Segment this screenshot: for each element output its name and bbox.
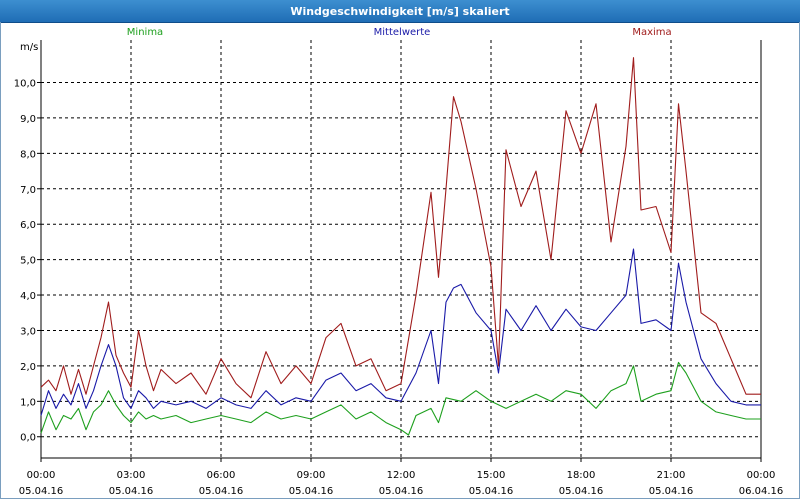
y-tick-label: 10,0 [14, 79, 36, 90]
grid-lines [41, 40, 761, 458]
x-tick-time: 06:00 [207, 470, 236, 481]
x-tick-time: 09:00 [297, 470, 326, 481]
legend: Minima Mittelwerte Maxima [127, 27, 672, 38]
y-tick-label: 7,0 [20, 185, 36, 196]
legend-item-minima: Minima [127, 27, 163, 38]
y-tick-label: 6,0 [20, 220, 36, 231]
y-axis-label: m/s [20, 42, 38, 53]
x-tick-date: 05.04.16 [469, 486, 514, 497]
x-tick-date: 05.04.16 [379, 486, 424, 497]
x-tick-time: 03:00 [117, 470, 146, 481]
axes [37, 40, 762, 462]
series-lines [40, 57, 761, 436]
x-tick-time: 00:00 [27, 470, 56, 481]
y-tick-label: 4,0 [20, 291, 36, 302]
legend-item-maxima: Maxima [632, 27, 671, 38]
x-tick-time: 21:00 [657, 470, 686, 481]
series-line-minima [40, 361, 761, 436]
x-tick-time: 18:00 [567, 470, 596, 481]
legend-item-mittelwerte: Mittelwerte [374, 27, 431, 38]
y-tick-label: 2,0 [20, 362, 36, 373]
x-tick-date: 06.04.16 [739, 486, 784, 497]
x-tick-date: 05.04.16 [289, 486, 334, 497]
x-tick-date: 05.04.16 [559, 486, 604, 497]
series-line-mittelwerte [40, 248, 761, 416]
x-tick-time: 12:00 [387, 470, 416, 481]
window-title: Windgeschwindigkeit [m/s] skaliert [0, 0, 800, 23]
y-tick-label: 0,0 [20, 433, 36, 444]
x-tick-date: 05.04.16 [109, 486, 154, 497]
x-tick-date: 05.04.16 [199, 486, 244, 497]
y-tick-label: 1,0 [20, 397, 36, 408]
x-tick-time: 15:00 [477, 470, 506, 481]
x-tick-date: 05.04.16 [19, 486, 64, 497]
x-tick-date: 05.04.16 [649, 486, 694, 497]
axis-labels: 0,0 1,0 2,0 3,0 4,0 5,0 6,0 7,0 8,0 9,0 10,0 00:00 0… [14, 42, 784, 497]
x-tick-time: 00:00 [747, 470, 776, 481]
y-tick-label: 5,0 [20, 256, 36, 267]
y-tick-label: 9,0 [20, 114, 36, 125]
y-tick-label: 8,0 [20, 149, 36, 160]
series-line-maxima [40, 57, 761, 399]
y-tick-label: 3,0 [20, 326, 36, 337]
